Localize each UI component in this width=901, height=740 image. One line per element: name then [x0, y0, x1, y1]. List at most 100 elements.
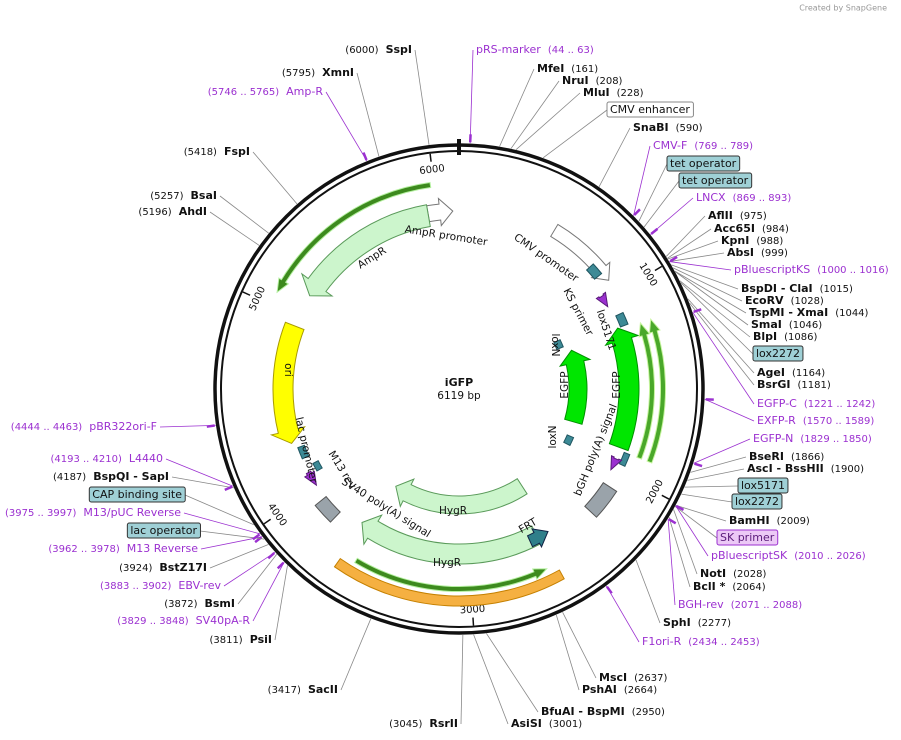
- site-label: CMV-F (769 .. 789): [653, 139, 753, 152]
- leader-line: [223, 551, 276, 587]
- feature-box-label: lac operator: [130, 524, 197, 537]
- leader-line: [473, 634, 509, 725]
- site-position: (769 .. 789): [694, 141, 753, 152]
- site-label: EGFP-C (1221 .. 1242): [757, 397, 875, 410]
- tick-mark: [429, 153, 432, 162]
- leader-line: [690, 456, 747, 473]
- site-label: F1ori-R (2434 .. 2453): [642, 635, 760, 648]
- site-position: (228): [617, 88, 644, 99]
- site-label: pRS-marker (44 .. 63): [476, 43, 594, 56]
- feature-arrow: [584, 482, 618, 518]
- site-name: AgeI: [757, 366, 785, 379]
- site-name: SK primer: [720, 531, 775, 544]
- feature-label: HygR: [439, 505, 467, 517]
- feature-arrow: [361, 514, 542, 565]
- site-name: tet operator: [670, 157, 737, 170]
- leader-line: [165, 458, 234, 487]
- leader-line: [252, 561, 285, 622]
- primer-site: [633, 208, 641, 216]
- site-name: BstZ17I: [159, 561, 207, 574]
- primer-label: (4444 .. 4463) pBR322ori-F: [11, 420, 157, 433]
- site-name: tet operator: [682, 174, 749, 187]
- site-name: CMV-F: [653, 139, 687, 152]
- site-name: BGH-rev: [678, 598, 724, 611]
- site-position: (1044): [835, 308, 868, 319]
- site-position: (6000): [345, 45, 378, 56]
- site-name: BseRI: [749, 450, 784, 463]
- site-name: F1ori-R: [642, 635, 682, 648]
- site-label: (5746 .. 5765) Amp-R: [208, 85, 324, 98]
- site-position: (208): [596, 76, 623, 87]
- leader-line: [340, 618, 372, 691]
- site-name: AscI - BssHII: [747, 462, 824, 475]
- enzyme-label: Acc65I (984): [714, 222, 789, 235]
- site-label: pBluescriptKS (1000 .. 1016): [734, 263, 889, 276]
- site-label: KpnI (988): [721, 234, 783, 247]
- tick-label: 5000: [248, 285, 268, 313]
- site-position: (5196): [138, 207, 171, 218]
- feature-label: KS primer: [561, 286, 596, 338]
- feature-arrow: [595, 291, 609, 308]
- site-label: (5795) XmnI: [282, 66, 354, 79]
- leader-line: [692, 311, 755, 405]
- site-label: (3417) SacII: [268, 683, 338, 696]
- feature-arrow: [604, 327, 640, 452]
- primer-label: pRS-marker (44 .. 63): [476, 43, 594, 56]
- feature-box-label: tet operator: [682, 174, 749, 187]
- enzyme-label: (3045) RsrII: [389, 717, 458, 730]
- feature-arrow: [312, 460, 323, 472]
- site-label: BfuAI - BspMI (2950): [541, 705, 665, 718]
- site-position: (161): [571, 64, 598, 75]
- leader-line: [633, 145, 651, 216]
- leader-line: [681, 493, 733, 503]
- site-position: (984): [762, 224, 789, 235]
- site-position: (1900): [831, 464, 864, 475]
- feature-label: loxN: [547, 425, 559, 448]
- leader-line: [209, 544, 269, 569]
- feature-arrow: [553, 339, 564, 351]
- site-name: AflII: [708, 209, 733, 222]
- site-position: (3962 .. 3978): [48, 544, 120, 555]
- site-name: SV40pA-R: [196, 614, 251, 627]
- enzyme-label: NruI (208): [562, 74, 623, 87]
- site-name: M13/pUC Reverse: [83, 506, 181, 519]
- site-label: EGFP-N (1829 .. 1850): [753, 432, 872, 445]
- site-name: M13 Reverse: [127, 542, 198, 555]
- feature-arrow: [300, 204, 431, 297]
- site-label: EXFP-R (1570 .. 1589): [757, 414, 874, 427]
- feature-box-label: SK primer: [720, 531, 775, 544]
- site-name: MluI: [583, 86, 610, 99]
- leader-line: [674, 271, 749, 326]
- leader-line: [675, 505, 709, 557]
- site-name: EcoRV: [745, 294, 784, 307]
- leader-line: [171, 476, 234, 489]
- site-label: (3829 .. 3848) SV40pA-R: [117, 614, 250, 627]
- enzyme-label: PshAI (2664): [582, 683, 657, 696]
- site-name: lox5171: [741, 479, 785, 492]
- site-name: SspI: [386, 43, 412, 56]
- site-name: pRS-marker: [476, 43, 541, 56]
- site-name: BclI *: [693, 580, 726, 593]
- site-name: BsaI: [191, 189, 217, 202]
- feature-arrow: [563, 434, 575, 447]
- leader-line: [675, 504, 727, 522]
- tick-label: 3000: [459, 604, 485, 617]
- enzyme-label: (3811) PsiI: [209, 633, 272, 646]
- site-name: EGFP-N: [753, 432, 793, 445]
- site-label: Acc65I (984): [714, 222, 789, 235]
- site-label: (3872) BsmI: [164, 597, 235, 610]
- leader-line: [356, 72, 380, 157]
- feature-box-label: lox2272: [735, 495, 779, 508]
- leader-line: [515, 92, 581, 150]
- credit: Created by SnapGene: [799, 4, 887, 13]
- feature-arrow: [276, 181, 432, 294]
- site-name: BspDI - ClaI: [741, 282, 813, 295]
- site-label: (3883 .. 3902) EBV-rev: [100, 579, 221, 592]
- leader-line: [252, 151, 298, 205]
- site-label: TspMI - XmaI (1044): [749, 306, 869, 319]
- feature-box: [666, 155, 741, 172]
- leader-line: [679, 280, 751, 338]
- feature-box: [731, 493, 783, 510]
- site-position: (2064): [732, 582, 765, 593]
- primer-label: (3829 .. 3848) SV40pA-R: [117, 614, 250, 627]
